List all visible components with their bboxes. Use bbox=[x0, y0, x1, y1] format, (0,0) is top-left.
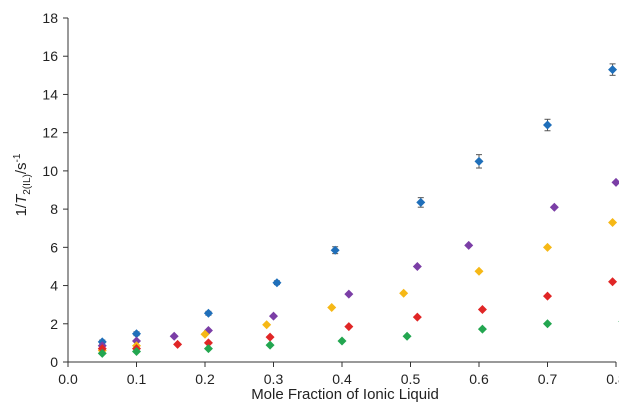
data-point bbox=[549, 202, 559, 212]
x-tick-label: 0.4 bbox=[332, 371, 352, 387]
x-tick-label: 0.7 bbox=[538, 371, 558, 387]
data-point bbox=[169, 331, 179, 341]
data-point bbox=[97, 344, 107, 354]
data-point bbox=[272, 278, 282, 288]
data-point bbox=[416, 197, 426, 207]
x-axis-title: Mole Fraction of Ionic Liquid bbox=[251, 386, 439, 403]
data-point bbox=[412, 312, 422, 322]
x-tick-label: 0.8 bbox=[606, 371, 619, 387]
y-tick-label: 14 bbox=[42, 86, 58, 102]
data-point bbox=[543, 291, 552, 301]
y-tick-label: 6 bbox=[50, 239, 58, 255]
series-4 bbox=[97, 277, 618, 354]
series-2 bbox=[97, 177, 619, 351]
axes bbox=[67, 18, 616, 363]
y-tick-label: 16 bbox=[42, 48, 58, 64]
y-tick-label: 12 bbox=[42, 125, 58, 141]
data-point bbox=[608, 277, 618, 287]
x-tick-label: 0.5 bbox=[401, 371, 421, 387]
data-point bbox=[97, 348, 107, 358]
y-axis-title: 1/T2(IL)/s-1 bbox=[12, 153, 33, 216]
data-points bbox=[97, 63, 619, 358]
data-point bbox=[327, 303, 337, 313]
data-point bbox=[269, 311, 278, 321]
series-5 bbox=[97, 319, 619, 358]
data-point bbox=[543, 319, 552, 329]
data-point bbox=[173, 339, 183, 349]
y-tick-label: 10 bbox=[42, 163, 58, 179]
y-tick-label: 2 bbox=[50, 316, 58, 332]
data-point bbox=[265, 332, 275, 342]
data-point bbox=[402, 331, 412, 341]
data-point bbox=[200, 329, 210, 339]
x-tick-label: 0.1 bbox=[127, 371, 147, 387]
data-point bbox=[474, 156, 484, 166]
data-point bbox=[477, 324, 487, 334]
data-point bbox=[464, 240, 474, 250]
data-point bbox=[399, 288, 409, 298]
data-point bbox=[203, 308, 213, 318]
data-point bbox=[608, 65, 618, 75]
data-point bbox=[203, 338, 213, 348]
data-point bbox=[132, 336, 141, 346]
data-point bbox=[477, 304, 487, 314]
data-point bbox=[337, 336, 347, 346]
x-tick-label: 0.3 bbox=[264, 371, 284, 387]
y-tick-label: 8 bbox=[50, 201, 58, 217]
x-tick-label: 0.6 bbox=[469, 371, 489, 387]
y-tick-label: 0 bbox=[50, 354, 58, 370]
series-1 bbox=[97, 63, 618, 347]
y-tick-label: 18 bbox=[42, 10, 58, 26]
x-tick-label: 0.0 bbox=[58, 371, 78, 387]
y-tick-label: 4 bbox=[50, 278, 58, 294]
data-point bbox=[265, 340, 275, 350]
y-axis-title-symbol: T bbox=[13, 193, 30, 204]
y-axis-title-subscript: 2(IL) bbox=[22, 174, 33, 195]
data-point bbox=[543, 242, 552, 252]
data-point bbox=[203, 344, 213, 354]
x-tick-label: 0.2 bbox=[195, 371, 215, 387]
y-axis-ticks: 0 2 4 6 8 10 12 14 16 18 bbox=[42, 10, 68, 370]
y-axis-title-unit: /s bbox=[13, 162, 30, 174]
data-point bbox=[330, 245, 340, 255]
series-3 bbox=[97, 217, 618, 356]
data-point bbox=[412, 261, 422, 271]
y-axis-title-prefix: 1/ bbox=[13, 203, 30, 216]
data-point bbox=[132, 346, 141, 356]
x-axis-ticks: 0.0 0.1 0.2 0.3 0.4 0.5 0.6 0.7 0.8 bbox=[58, 362, 619, 387]
data-point bbox=[608, 217, 618, 227]
data-point bbox=[344, 289, 354, 299]
y-axis-title-superscript: -1 bbox=[12, 153, 23, 162]
data-point bbox=[543, 120, 552, 130]
data-point bbox=[474, 266, 484, 276]
data-point bbox=[132, 329, 141, 339]
data-point bbox=[262, 320, 272, 330]
data-point bbox=[611, 177, 619, 187]
data-point bbox=[344, 322, 354, 332]
